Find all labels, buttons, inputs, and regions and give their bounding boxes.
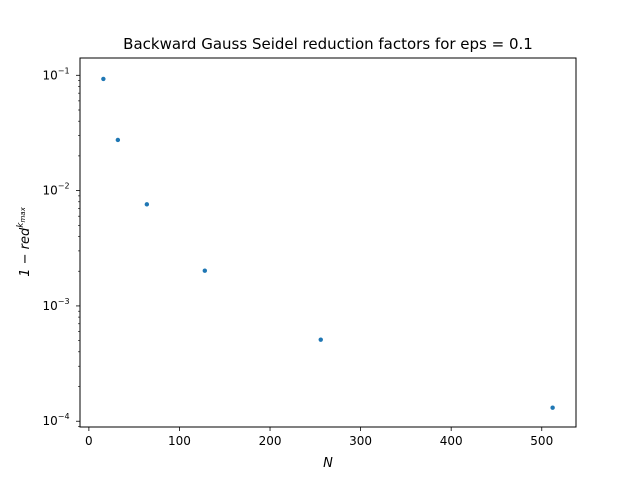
x-tick-label: 200 [259, 434, 282, 448]
y-tick-label: 10−1 [42, 66, 69, 82]
data-point [144, 202, 150, 207]
y-tick-label: 10−2 [42, 182, 69, 198]
y-tick-label: 10−3 [42, 297, 69, 313]
data-point [550, 405, 555, 410]
x-axis-label: N [323, 456, 333, 471]
x-tick-label: 300 [349, 434, 372, 448]
x-axis: 0 100 200 300 400 500 [85, 427, 553, 448]
y-axis-label: 1 − redkmax [16, 206, 33, 276]
x-tick-label: 0 [85, 434, 93, 448]
x-tick-label: 100 [168, 434, 191, 448]
x-tick-label: 400 [440, 434, 463, 448]
data-point [115, 137, 121, 143]
data-point [202, 268, 208, 273]
data-point [101, 76, 106, 82]
plot-area [101, 76, 555, 410]
chart-title: Backward Gauss Seidel reduction factors … [123, 35, 533, 53]
x-tick-label: 500 [530, 434, 553, 448]
axes-frame [79, 57, 577, 428]
y-axis: 10−1 10−2 10−3 10−4 [42, 66, 80, 428]
data-point [318, 337, 323, 342]
y-tick-label: 10−4 [42, 412, 69, 428]
